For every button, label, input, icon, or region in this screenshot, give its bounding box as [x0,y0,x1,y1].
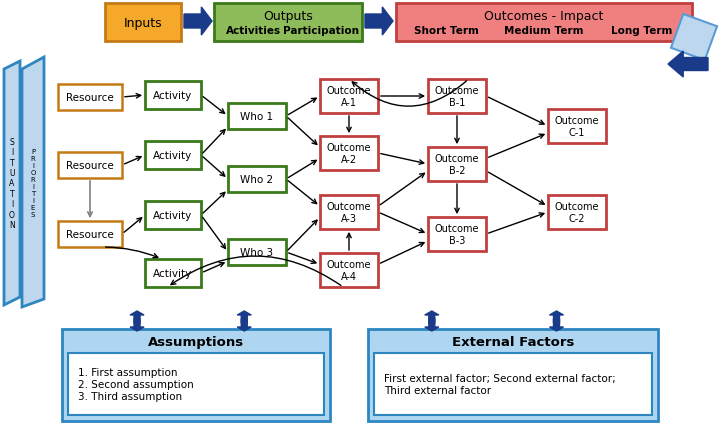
Text: Activity: Activity [153,91,193,101]
FancyBboxPatch shape [396,4,692,42]
Text: Outcome
B-1: Outcome B-1 [435,86,480,108]
Text: Activity: Activity [153,150,193,161]
Polygon shape [237,319,251,331]
FancyBboxPatch shape [214,4,362,42]
Text: First external factor; Second external factor;
Third external factor: First external factor; Second external f… [384,373,615,395]
FancyBboxPatch shape [145,259,201,287]
FancyBboxPatch shape [320,253,378,287]
Text: Assumptions: Assumptions [148,336,244,349]
FancyBboxPatch shape [145,141,201,169]
FancyBboxPatch shape [368,329,658,421]
FancyBboxPatch shape [428,80,486,114]
FancyBboxPatch shape [548,196,606,230]
Text: Outcome
A-1: Outcome A-1 [326,86,371,108]
FancyBboxPatch shape [228,104,286,130]
FancyBboxPatch shape [548,110,606,144]
Polygon shape [4,62,20,305]
Text: Outcome
C-2: Outcome C-2 [555,202,599,223]
Polygon shape [130,319,144,331]
FancyBboxPatch shape [58,85,122,111]
FancyBboxPatch shape [228,240,286,265]
Text: Resource: Resource [66,93,114,103]
FancyBboxPatch shape [58,221,122,247]
Text: Who 3: Who 3 [240,247,273,258]
Polygon shape [425,319,439,331]
Text: Activity: Activity [153,211,193,221]
Text: Outcome
B-3: Outcome B-3 [435,224,480,245]
Text: S
I
T
U
A
T
I
O
N: S I T U A T I O N [9,138,15,230]
Text: 1. First assumption
2. Second assumption
3. Third assumption: 1. First assumption 2. Second assumption… [78,368,193,401]
Polygon shape [184,8,212,36]
FancyBboxPatch shape [228,166,286,193]
Polygon shape [365,8,393,36]
Text: Short Term: Short Term [414,26,479,36]
Text: Outcome
C-1: Outcome C-1 [555,116,599,138]
Text: Resource: Resource [66,230,114,240]
Polygon shape [130,311,144,323]
Polygon shape [425,311,439,323]
Text: Activities: Activities [226,26,282,36]
Polygon shape [671,15,717,61]
Polygon shape [22,58,44,307]
FancyBboxPatch shape [145,202,201,230]
FancyBboxPatch shape [320,137,378,171]
FancyBboxPatch shape [145,82,201,110]
Polygon shape [549,311,564,323]
FancyBboxPatch shape [58,153,122,178]
Text: Outcome
B-2: Outcome B-2 [435,154,480,175]
FancyBboxPatch shape [68,353,324,415]
Text: Activity: Activity [153,268,193,278]
FancyBboxPatch shape [105,4,181,42]
Text: Outcome
A-2: Outcome A-2 [326,143,371,164]
FancyBboxPatch shape [428,218,486,252]
Polygon shape [237,311,251,323]
Text: Inputs: Inputs [124,16,162,29]
Polygon shape [668,52,708,78]
FancyBboxPatch shape [62,329,330,421]
FancyBboxPatch shape [374,353,652,415]
Text: Participation: Participation [283,26,359,36]
Text: Outcome
A-4: Outcome A-4 [326,260,371,281]
Text: Who 1: Who 1 [240,112,273,122]
FancyBboxPatch shape [428,147,486,181]
Text: Who 2: Who 2 [240,175,273,184]
FancyBboxPatch shape [320,80,378,114]
Text: Outputs: Outputs [263,9,313,23]
Text: Medium Term: Medium Term [504,26,584,36]
Text: P
R
I
O
R
I
T
I
E
S: P R I O R I T I E S [30,149,36,218]
Text: Resource: Resource [66,161,114,171]
Polygon shape [549,319,564,331]
Text: Outcomes - Impact: Outcomes - Impact [485,9,604,23]
Text: Long Term: Long Term [611,26,672,36]
FancyBboxPatch shape [320,196,378,230]
Text: External Factors: External Factors [452,336,574,349]
Text: Outcome
A-3: Outcome A-3 [326,202,371,223]
